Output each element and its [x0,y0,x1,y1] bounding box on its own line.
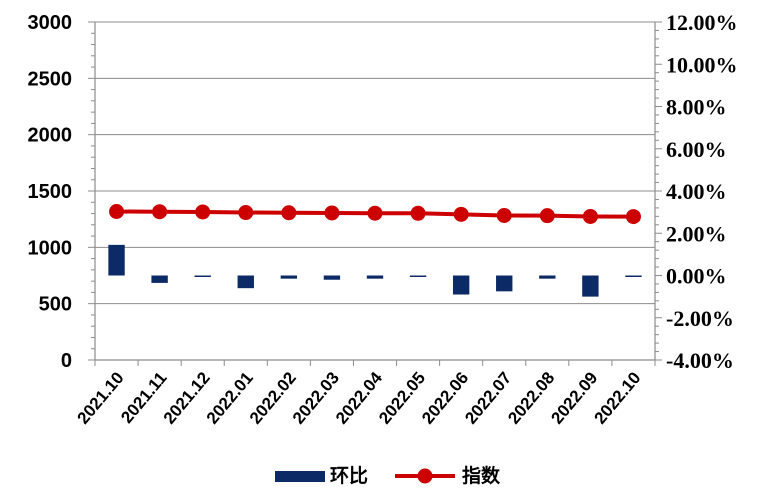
left-tick-label: 0 [61,350,72,372]
x-axis-ticks: 2021.102021.112021.122022.012022.022022.… [74,368,645,428]
bar [194,275,211,277]
bar [409,275,427,277]
line-point [324,205,340,221]
line-point [281,205,297,221]
line-point [453,206,469,222]
legend-label: 指数 [462,464,501,487]
line-point [109,204,125,220]
line-series [109,204,641,225]
x-tick-label: 2022.10 [590,368,644,427]
line-point [582,208,598,224]
right-tick-label: 6.00% [666,137,727,162]
left-tick-label: 1500 [28,181,73,203]
right-tick-label: 4.00% [666,179,727,204]
bar [452,275,470,295]
right-tick-label: 12.00% [666,10,738,35]
legend-swatch-marker [417,468,433,484]
bar [366,275,384,279]
bar [582,275,599,297]
right-tick-label: 2.00% [666,221,727,246]
legend-swatch-bar [275,471,325,482]
right-axis-ticks: -4.00% -2.00% 0.00% 2.00% 4.00% 6.00% 8.00% 10.… [666,10,738,373]
right-tick-label: 8.00% [666,95,727,120]
right-tick-label: -4.00% [666,348,734,373]
bar [323,275,341,280]
gridlines [95,21,655,361]
line-point [152,204,168,220]
line-point [410,205,426,221]
line-point [496,207,512,223]
x-tick-label: 2021.10 [74,368,128,427]
left-tick-label: 500 [39,294,72,316]
bar [539,275,556,279]
bar [151,275,168,283]
right-tick-label: -2.00% [666,306,734,331]
bar [237,275,254,289]
legend-label: 环比 [330,465,368,487]
bar-series [108,244,642,297]
line-point [367,205,383,221]
left-axis-ticks: 0 500 1000 1500 2000 2500 3000 [28,12,73,372]
bar [280,275,298,279]
bar [108,244,125,276]
line-point [539,208,555,224]
left-tick-label: 2000 [28,125,73,147]
axes [88,21,662,366]
right-tick-label: 0.00% [666,264,727,289]
left-tick-label: 1000 [28,237,73,259]
bar [496,275,513,292]
right-tick-label: 10.00% [666,52,738,77]
legend: 环比 指数 [275,464,501,487]
line-point [195,204,211,220]
bar [625,275,642,277]
line-point [238,205,254,221]
line-point [625,209,641,225]
left-tick-label: 3000 [28,12,73,34]
left-tick-label: 2500 [28,68,73,90]
